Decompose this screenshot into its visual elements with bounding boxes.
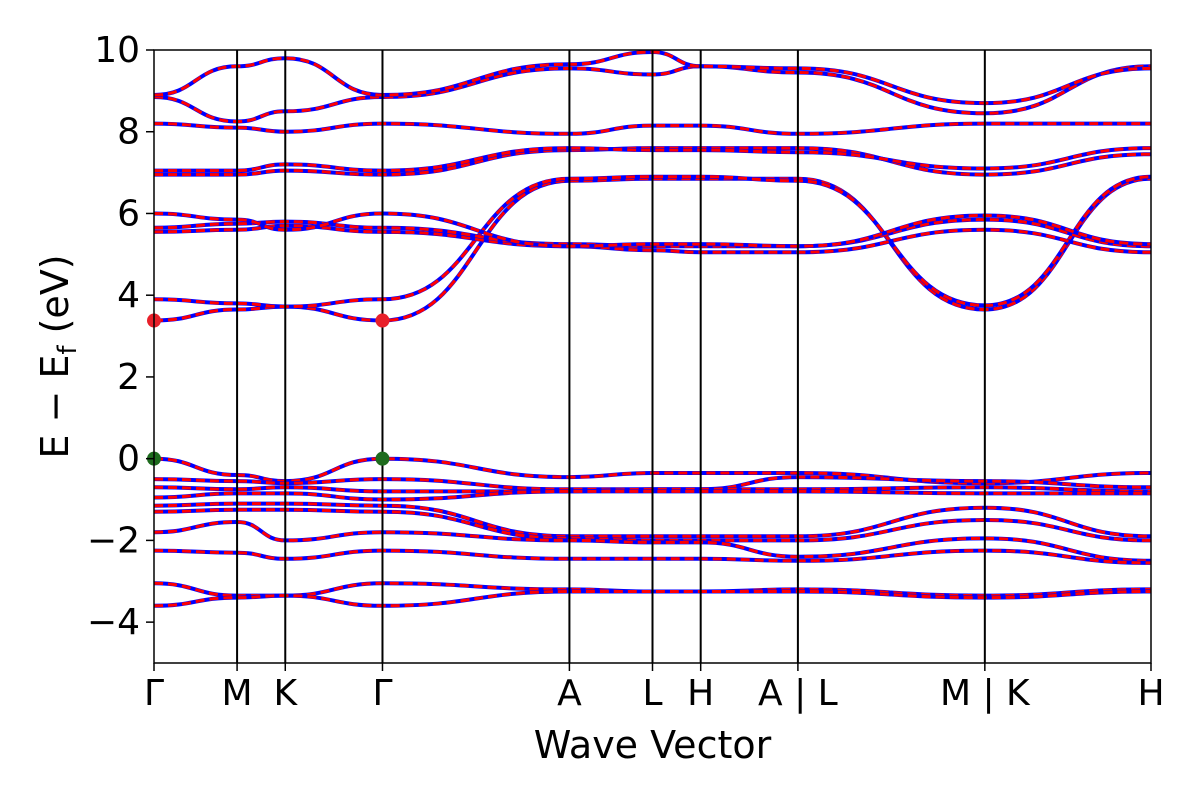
band-edge-markers	[147, 313, 390, 466]
y-tick-label: 0	[117, 439, 140, 480]
x-tick-label: A	[557, 673, 582, 714]
band-line-red	[154, 520, 1151, 563]
band-line-blue	[154, 211, 1151, 249]
y-tick-label: 8	[117, 112, 140, 153]
x-tick-label: Γ	[372, 673, 392, 714]
y-axis-label-unit: (eV)	[33, 254, 77, 345]
band-line-red	[154, 549, 1151, 565]
x-tick-label: H	[1137, 673, 1164, 714]
y-tick-label: 2	[117, 357, 140, 398]
x-tick-label: H	[687, 673, 714, 714]
y-axis-label: E − Ef (eV)	[33, 254, 83, 458]
band-line-red	[154, 489, 1151, 502]
x-axis-label: Wave Vector	[534, 723, 772, 767]
band-line-red	[154, 122, 1151, 136]
y-tick-label: 10	[94, 30, 140, 71]
cbm-marker	[375, 313, 390, 328]
x-tick-label: M | K	[940, 673, 1031, 714]
y-tick-label: 6	[117, 193, 140, 234]
x-tick-label: Γ	[144, 673, 164, 714]
x-tick-label: L	[642, 673, 662, 714]
x-tick-label: A | L	[758, 673, 838, 714]
band-line-red	[154, 224, 1151, 254]
band-line-red	[154, 146, 1151, 173]
x-tick-label: M	[222, 673, 253, 714]
y-axis-label-sub: f	[53, 345, 83, 355]
band-line-blue	[154, 501, 1151, 539]
y-tick-label: −4	[87, 602, 140, 643]
band-line-red	[154, 589, 1151, 608]
y-tick-label: 4	[117, 275, 140, 316]
band-line-red	[154, 64, 1151, 124]
band-line-red	[154, 50, 1151, 105]
high-symmetry-lines	[236, 50, 986, 663]
x-tick-label: K	[273, 673, 298, 714]
y-axis-label-main: E − E	[33, 355, 77, 459]
y-tick-label: −2	[87, 520, 140, 561]
bands-group	[154, 50, 1151, 608]
vbm-marker	[375, 451, 390, 466]
y-ticks: −4 −2 0 2 4 6 8 10	[87, 30, 154, 643]
